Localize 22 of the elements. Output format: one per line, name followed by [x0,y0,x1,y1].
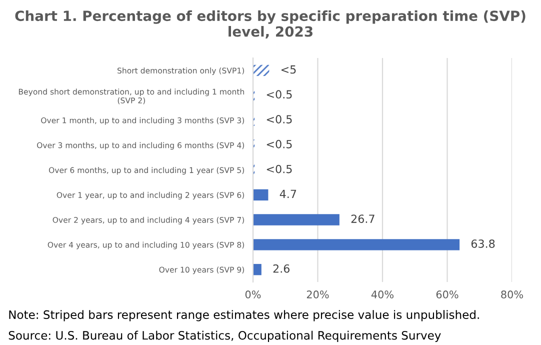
source-note: Source: U.S. Bureau of Labor Statistics, Occupational Requirements Survey [8,330,441,342]
x-tick-label: 80% [501,290,523,298]
bar [253,64,270,76]
bar [253,239,460,250]
data-label: <0.5 [266,164,292,174]
bar [253,214,340,226]
x-tick-label: 20% [306,290,329,298]
bar [253,189,268,200]
x-tick-label: 60% [436,290,458,298]
data-label: <0.5 [266,90,292,99]
x-tick-label: 40% [371,290,394,298]
text: Note: Striped bars represent range estimates where precise value is unpublished. [9,310,479,322]
data-label: <0.5 [266,115,292,124]
data-label: 63.8 [471,239,495,248]
data-label: 2.6 [273,264,290,273]
data-label: 26.7 [351,214,374,223]
data-label: <5 [281,65,296,74]
x-tick-label: 0% [245,290,261,298]
data-label: 4.7 [280,190,296,198]
data-label: <0.5 [266,140,292,148]
bar [253,264,262,276]
chart-title: Chart 1. Percentage of editors by specific preparation time (SVP) level, 2023 [15,10,526,39]
